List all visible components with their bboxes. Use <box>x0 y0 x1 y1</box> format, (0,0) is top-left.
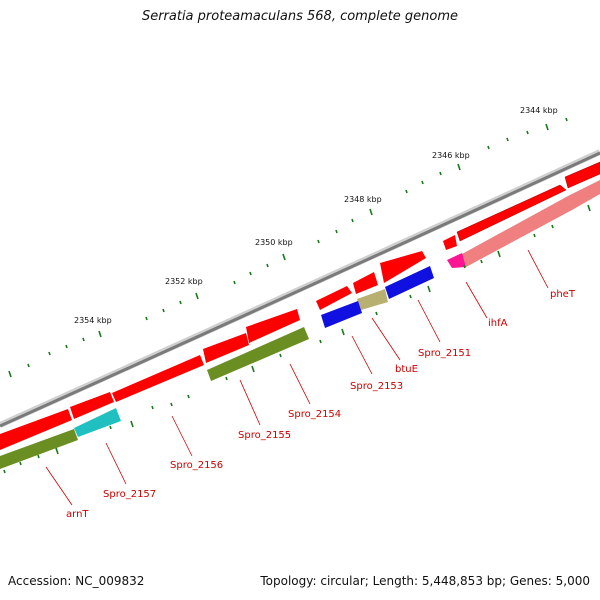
reverse-strand-features <box>0 180 600 469</box>
cds-forward <box>380 251 426 283</box>
tick-label-2350: 2350 kbp <box>255 238 293 247</box>
cds-forward <box>456 184 567 242</box>
gene-label-arnT: arnT <box>66 509 89 520</box>
tick-label-2352: 2352 kbp <box>165 277 203 286</box>
inner-tick-ring <box>3 204 591 474</box>
gene-label-pheT: pheT <box>550 289 576 300</box>
cds-forward <box>564 161 600 189</box>
tick-label-2354: 2354 kbp <box>74 316 112 325</box>
cds-forward <box>443 235 457 250</box>
gene-label-Spro_2151: Spro_2151 <box>418 348 471 359</box>
gene-Spro_2154-shape <box>207 327 309 381</box>
genome-summary: Topology: circular; Length: 5,448,853 bp… <box>260 574 590 588</box>
tick-label-2348: 2348 kbp <box>344 195 382 204</box>
gene-label-btuE: btuE <box>395 364 418 375</box>
gene-pheT-shape <box>462 180 600 267</box>
tick-label-2346: 2346 kbp <box>432 151 470 160</box>
tick-label-2344: 2344 kbp <box>520 106 558 115</box>
gene-btuE-shape <box>357 289 388 310</box>
map-title: Serratia proteamaculans 568, complete ge… <box>141 9 459 24</box>
cds-forward <box>203 333 249 363</box>
tick-ring <box>8 117 568 378</box>
gene-label-ihfA: ihfA <box>488 318 508 329</box>
cds-forward <box>0 409 72 450</box>
gene-arnT-shape <box>0 429 78 469</box>
gene-ihfA-shape <box>447 253 466 268</box>
gene-label-Spro_2157: Spro_2157 <box>103 489 156 500</box>
forward-strand-features <box>0 161 600 450</box>
cds-forward <box>246 309 300 343</box>
cds-forward <box>70 392 114 419</box>
gene-label-Spro_2155: Spro_2155 <box>238 430 291 441</box>
gene-label-Spro_2154: Spro_2154 <box>288 409 341 420</box>
accession-label: Accession: NC_009832 <box>8 574 145 588</box>
gene-Spro_2153-shape <box>321 301 362 328</box>
gene-label-Spro_2153: Spro_2153 <box>350 381 403 392</box>
gene-Spro_2151-shape <box>385 266 434 299</box>
gene-label-Spro_2156: Spro_2156 <box>170 460 223 471</box>
cds-forward <box>316 286 352 310</box>
label-lines <box>45 249 549 506</box>
gene-Spro_2157-shape <box>74 408 121 437</box>
cds-forward <box>112 355 204 402</box>
cds-forward <box>353 272 378 294</box>
genome-backbone-shade <box>0 151 600 428</box>
